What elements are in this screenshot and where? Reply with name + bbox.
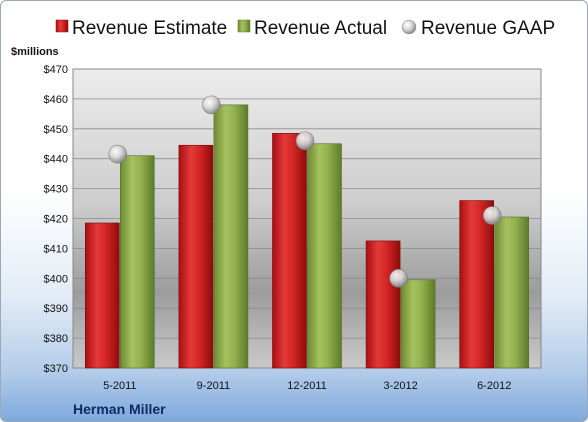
y-tick-label: $460 bbox=[44, 94, 68, 106]
legend-label-actual: Revenue Actual bbox=[254, 18, 387, 39]
y-tick-label: $440 bbox=[44, 154, 68, 166]
bar-revenue-actual bbox=[213, 104, 249, 369]
bar-revenue-estimate bbox=[85, 222, 120, 369]
bar-revenue-estimate bbox=[272, 132, 307, 369]
y-tick-label: $410 bbox=[44, 243, 68, 255]
bar-revenue-estimate bbox=[459, 200, 495, 369]
gaap-markers bbox=[108, 95, 502, 288]
x-category-label: 3-2012 bbox=[383, 380, 417, 392]
y-tick-label: $430 bbox=[44, 184, 68, 196]
company-name: Herman Miller bbox=[73, 401, 166, 417]
bar-revenue-actual bbox=[400, 279, 436, 369]
bars bbox=[85, 104, 530, 369]
legend-swatch-actual bbox=[237, 19, 251, 33]
bar-revenue-actual bbox=[494, 216, 530, 369]
y-axis-ticks: $470 $460 $450 $440 $430 $420 $410 $400 $390 $380… bbox=[44, 64, 68, 375]
marker-revenue-gaap bbox=[202, 95, 221, 115]
x-category-label: 6-2012 bbox=[477, 380, 511, 392]
x-category-label: 12-2011 bbox=[287, 380, 327, 392]
y-tick-label: $450 bbox=[44, 124, 68, 136]
bar-revenue-estimate bbox=[365, 240, 401, 369]
marker-revenue-gaap bbox=[108, 144, 128, 164]
legend-label-estimate: Revenue Estimate bbox=[72, 18, 227, 39]
legend-swatch-estimate bbox=[55, 19, 69, 33]
y-tick-label: $370 bbox=[44, 363, 68, 375]
marker-revenue-gaap bbox=[482, 206, 502, 225]
bar-revenue-estimate bbox=[178, 144, 214, 369]
bar-revenue-actual bbox=[120, 155, 155, 369]
legend-label-gaap: Revenue GAAP bbox=[421, 18, 555, 39]
legend-swatch-gaap bbox=[401, 19, 417, 35]
x-axis-categories: 5-2011 9-2011 12-2011 3-2012 6-2012 bbox=[103, 380, 511, 392]
y-tick-label: $420 bbox=[44, 214, 68, 226]
y-tick-label: $400 bbox=[44, 273, 68, 285]
y-tick-label: $470 bbox=[44, 64, 68, 76]
x-category-label: 5-2011 bbox=[103, 380, 136, 392]
y-tick-label: $380 bbox=[44, 333, 68, 345]
bar-revenue-actual bbox=[307, 143, 342, 369]
marker-revenue-gaap bbox=[295, 131, 315, 151]
legend: Revenue Estimate Revenue Actual Revenue … bbox=[55, 18, 555, 39]
x-category-label: 9-2011 bbox=[197, 380, 230, 392]
y-tick-label: $390 bbox=[44, 303, 68, 315]
marker-revenue-gaap bbox=[389, 268, 408, 288]
y-axis-label: $millions bbox=[11, 46, 59, 58]
